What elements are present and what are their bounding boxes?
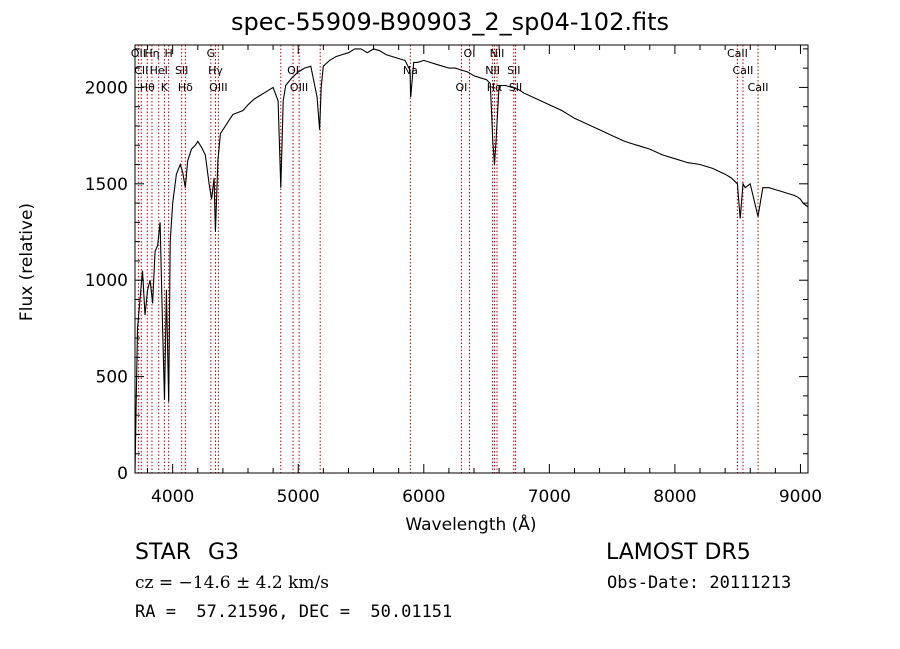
line-label: SII <box>509 81 522 94</box>
line-label: K <box>161 81 169 94</box>
y-tick-label: 2000 <box>85 78 128 98</box>
spectrum-line <box>134 48 809 474</box>
x-tick-label: 5000 <box>277 487 320 507</box>
line-markers <box>137 45 759 473</box>
line-label: NII <box>490 47 505 60</box>
line-label: CaII <box>748 81 769 94</box>
line-label: Hγ <box>208 64 223 77</box>
line-label: NII <box>485 64 500 77</box>
line-label: OI <box>456 81 468 94</box>
redshift-value: cz = −14.6 ± 4.2 km/s <box>135 573 329 593</box>
object-class: STAR <box>135 540 192 565</box>
y-axis-ticks: 0 500 1000 1500 2000 <box>85 48 808 484</box>
line-label: Hθ <box>140 81 155 94</box>
y-tick-label: 1500 <box>85 175 128 195</box>
object-subclass: G3 <box>208 540 240 565</box>
obs-date: Obs-Date: 20111213 <box>607 573 792 593</box>
y-axis-label: Flux (relative) <box>17 203 37 321</box>
line-label: Hη <box>144 47 159 60</box>
coordinates: RA = 57.21596, DEC = 50.01151 <box>135 602 453 622</box>
line-label: G <box>207 47 216 60</box>
line-labels: OIICIIHθHηHeIKHSIIHδGHγOIIIOIOIIINaOIOIN… <box>131 47 769 94</box>
line-label: H <box>165 47 173 60</box>
line-label: CaII <box>732 64 753 77</box>
x-axis-label: Wavelength (Å) <box>405 513 536 535</box>
line-label: SII <box>507 64 520 77</box>
line-label: HeI <box>150 64 168 77</box>
line-label: SII <box>175 64 188 77</box>
line-label: OIII <box>290 81 308 94</box>
plot-frame <box>134 44 809 474</box>
x-tick-label: 8000 <box>653 487 696 507</box>
line-label: Hδ <box>178 81 193 94</box>
y-tick-label: 1000 <box>85 271 128 291</box>
x-tick-label: 9000 <box>779 487 822 507</box>
line-label: CaII <box>727 47 748 60</box>
chart-title: spec-55909-B90903_2_sp04-102.fits <box>231 8 669 36</box>
line-label: OIII <box>209 81 227 94</box>
y-tick-label: 500 <box>96 368 128 388</box>
x-axis-ticks: 4000 5000 6000 7000 8000 9000 <box>147 45 822 507</box>
line-label: OI <box>287 64 299 77</box>
line-label: OI <box>464 47 476 60</box>
y-tick-label: 0 <box>117 464 128 484</box>
x-tick-label: 7000 <box>528 487 571 507</box>
x-tick-label: 4000 <box>151 487 194 507</box>
survey-name: LAMOST DR5 <box>606 540 751 565</box>
x-tick-label: 6000 <box>402 487 445 507</box>
line-label: CII <box>134 64 148 77</box>
